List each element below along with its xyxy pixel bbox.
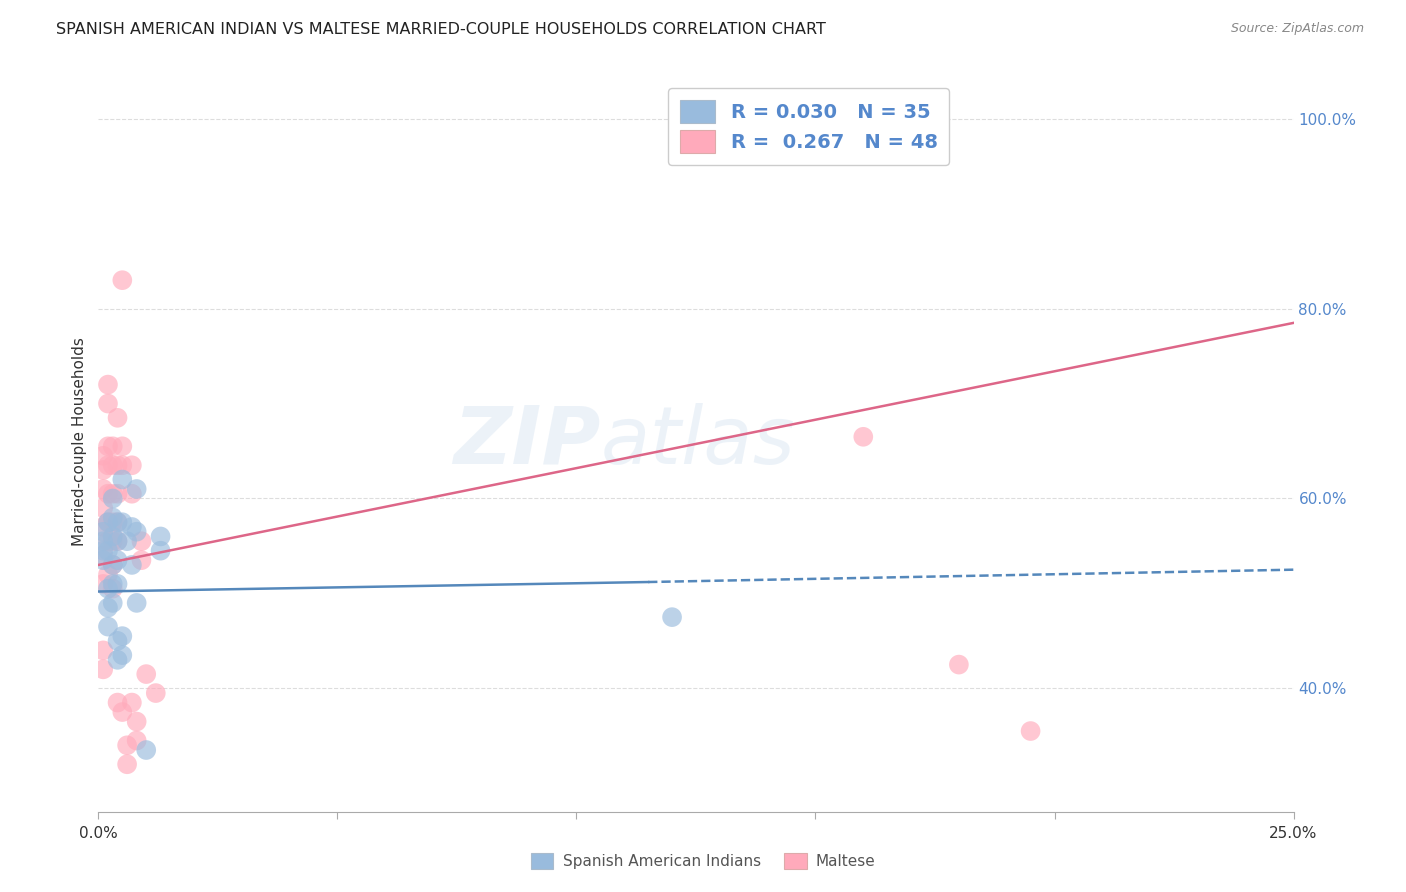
Point (107, 653, 129, 667)
Point (121, 558, 143, 572)
Point (91, 520, 114, 534)
Text: Source: ZipAtlas.com: Source: ZipAtlas.com (1230, 22, 1364, 36)
Point (107, 577, 129, 591)
Point (121, 520, 143, 534)
Point (101, 491, 124, 506)
Point (111, 515, 134, 529)
Point (948, 657, 970, 672)
Point (135, 743, 157, 757)
Point (97, 534, 120, 549)
Point (91, 662, 114, 676)
Point (101, 487, 124, 501)
Point (97, 377, 120, 392)
Text: ZIP: ZIP (453, 402, 600, 481)
Point (107, 696, 129, 710)
Point (91, 553, 114, 567)
Point (97, 600, 120, 615)
Point (111, 648, 134, 662)
Point (97, 458, 120, 473)
Point (125, 733, 148, 747)
Point (121, 487, 143, 501)
Point (91, 463, 114, 477)
Point (1019, 724, 1042, 739)
Point (91, 577, 114, 591)
Point (97, 396, 120, 410)
Point (97, 543, 120, 558)
Text: atlas: atlas (600, 402, 796, 481)
Point (125, 714, 148, 729)
Point (101, 515, 124, 529)
Point (115, 534, 138, 549)
Point (101, 458, 124, 473)
Point (131, 553, 153, 567)
Point (107, 515, 129, 529)
Point (149, 543, 172, 558)
Text: 0.0%: 0.0% (79, 826, 118, 841)
Point (97, 567, 120, 582)
Text: 25.0%: 25.0% (1270, 826, 1317, 841)
Point (149, 529, 172, 543)
Point (111, 705, 134, 719)
Point (97, 487, 120, 501)
Point (125, 524, 148, 539)
Point (101, 558, 124, 572)
Point (101, 534, 124, 549)
Point (111, 439, 134, 453)
Point (107, 553, 129, 567)
Point (111, 629, 134, 643)
Point (125, 596, 148, 610)
Point (115, 757, 138, 772)
Point (115, 739, 138, 753)
Point (101, 577, 124, 591)
Point (111, 458, 134, 473)
Legend: R = 0.030   N = 35, R =  0.267   N = 48: R = 0.030 N = 35, R = 0.267 N = 48 (668, 88, 949, 164)
Point (125, 482, 148, 496)
Point (101, 558, 124, 572)
Point (91, 500, 114, 515)
Point (101, 529, 124, 543)
Point (107, 534, 129, 549)
Point (91, 643, 114, 657)
Point (91, 549, 114, 563)
Point (101, 439, 124, 453)
Point (97, 620, 120, 634)
Point (101, 582, 124, 596)
Point (97, 582, 120, 596)
Point (91, 534, 114, 549)
Point (91, 482, 114, 496)
Point (107, 515, 129, 529)
Point (107, 534, 129, 549)
Point (101, 596, 124, 610)
Point (111, 473, 134, 487)
Legend: Spanish American Indians, Maltese: Spanish American Indians, Maltese (524, 847, 882, 875)
Point (91, 543, 114, 558)
Point (107, 458, 129, 473)
Point (97, 515, 120, 529)
Point (107, 633, 129, 648)
Point (661, 610, 683, 624)
Point (121, 696, 143, 710)
Point (111, 273, 134, 287)
Point (107, 487, 129, 501)
Point (121, 458, 143, 473)
Point (145, 686, 167, 700)
Y-axis label: Married-couple Households: Married-couple Households (72, 337, 87, 546)
Point (97, 515, 120, 529)
Point (101, 510, 124, 524)
Text: SPANISH AMERICAN INDIAN VS MALTESE MARRIED-COUPLE HOUSEHOLDS CORRELATION CHART: SPANISH AMERICAN INDIAN VS MALTESE MARRI… (56, 22, 827, 37)
Point (97, 439, 120, 453)
Point (131, 534, 153, 549)
Point (107, 410, 129, 425)
Point (135, 667, 157, 681)
Point (91, 524, 114, 539)
Point (852, 430, 875, 444)
Point (91, 449, 114, 463)
